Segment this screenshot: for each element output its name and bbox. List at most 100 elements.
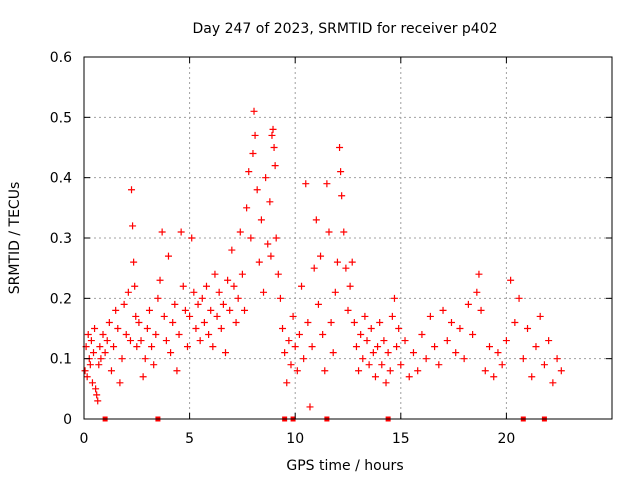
data-point <box>507 276 515 284</box>
data-point <box>164 252 172 260</box>
data-point <box>276 294 284 302</box>
data-point <box>295 331 303 339</box>
data-point <box>367 325 375 332</box>
data-point <box>486 343 494 351</box>
data-point <box>255 258 263 266</box>
data-point <box>285 337 293 345</box>
data-point <box>422 355 430 363</box>
data-point <box>395 325 403 332</box>
data-point <box>414 367 422 375</box>
data-point <box>498 361 506 369</box>
data-point <box>135 318 143 326</box>
data-point <box>105 318 113 326</box>
data-point <box>88 379 96 387</box>
data-point <box>137 337 145 345</box>
data-point <box>289 312 297 320</box>
data-point <box>475 270 483 278</box>
data-point <box>337 168 345 176</box>
data-point <box>198 294 206 302</box>
data-point <box>194 300 202 308</box>
data-point <box>83 373 91 381</box>
data-point <box>384 349 392 357</box>
data-point <box>352 343 360 351</box>
data-point <box>260 288 268 296</box>
data-point <box>224 276 232 284</box>
data-point <box>183 343 191 351</box>
data-point <box>118 355 126 363</box>
data-point <box>536 312 544 320</box>
data-point <box>378 361 386 369</box>
data-point <box>502 337 510 345</box>
data-point <box>90 349 98 357</box>
data-point <box>473 288 481 296</box>
data-point <box>281 349 289 357</box>
data-point <box>283 379 291 387</box>
data-point <box>549 379 557 387</box>
y-axis-label: SRMTID / TECUs <box>7 182 23 295</box>
data-point <box>269 125 277 133</box>
data-point <box>490 373 498 381</box>
data-point <box>128 186 136 194</box>
data-point <box>325 228 333 236</box>
data-point <box>270 144 278 151</box>
data-point <box>291 343 299 351</box>
data-point <box>99 331 107 339</box>
data-point <box>306 403 314 411</box>
data-point <box>196 337 204 345</box>
data-point <box>532 343 540 351</box>
data-point <box>230 282 238 290</box>
y-tick-label: 0.6 <box>50 50 72 66</box>
data-point <box>314 300 322 308</box>
data-point <box>355 367 363 375</box>
data-point <box>329 349 337 357</box>
y-tick-label: 0.5 <box>50 110 72 126</box>
data-point <box>190 288 198 296</box>
data-point <box>308 343 316 351</box>
x-tick-label: 0 <box>80 431 89 447</box>
data-point <box>238 270 246 278</box>
data-point <box>177 228 185 236</box>
data-point <box>173 367 181 375</box>
data-point <box>132 312 140 320</box>
data-point <box>333 258 341 266</box>
data-point <box>122 331 130 339</box>
data-point <box>116 379 124 387</box>
y-tick-label: 0 <box>63 412 72 428</box>
data-point <box>200 318 208 326</box>
data-point <box>171 300 179 308</box>
data-point <box>409 349 417 357</box>
data-point <box>262 174 270 182</box>
data-point <box>350 318 358 326</box>
data-point <box>143 325 151 332</box>
data-point <box>192 325 200 332</box>
data-point <box>456 325 464 332</box>
data-point <box>348 258 356 266</box>
data-point <box>114 325 122 332</box>
data-point <box>154 294 162 302</box>
data-point <box>226 306 234 314</box>
data-point <box>435 361 443 369</box>
data-point <box>272 234 280 242</box>
data-point <box>545 337 553 345</box>
data-point <box>247 234 255 242</box>
data-point <box>131 282 139 290</box>
data-point <box>167 349 175 357</box>
data-point <box>91 325 99 332</box>
data-point <box>439 306 447 314</box>
data-point <box>431 343 439 351</box>
data-point <box>418 331 426 339</box>
data-point <box>369 349 377 357</box>
data-point <box>268 131 276 139</box>
data-point <box>241 306 249 314</box>
chart-title: Day 247 of 2023, SRMTID for receiver p40… <box>192 21 497 37</box>
data-point <box>460 355 468 363</box>
data-point <box>553 355 561 363</box>
data-point <box>279 325 287 332</box>
data-point <box>186 312 194 320</box>
y-tick-label: 0.1 <box>50 352 72 368</box>
data-point <box>386 367 394 375</box>
data-point <box>133 343 141 351</box>
data-point <box>211 270 219 278</box>
data-point <box>511 318 519 326</box>
